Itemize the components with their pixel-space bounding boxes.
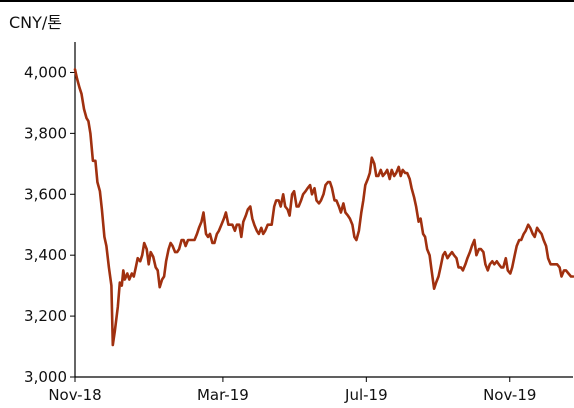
y-tick-label: 4,000 — [24, 63, 67, 81]
y-axis-ticks: 3,000 3,200 3,400 3,600 3,800 4,000 — [24, 63, 75, 386]
y-axis-unit-label: CNY/톤 — [9, 13, 63, 32]
x-tick-label: Nov-19 — [483, 386, 536, 404]
y-tick-label: 3,800 — [24, 124, 67, 142]
y-tick-label: 3,200 — [24, 307, 67, 325]
x-tick-label: Nov-18 — [48, 386, 101, 404]
y-tick-label: 3,400 — [24, 246, 67, 264]
price-series-line — [73, 68, 574, 347]
y-tick-label: 3,000 — [24, 368, 67, 386]
x-tick-label: Mar-19 — [197, 386, 249, 404]
x-axis-ticks: Nov-18 Mar-19 Jul-19 Nov-19 — [48, 377, 536, 404]
y-tick-label: 3,600 — [24, 185, 67, 203]
top-border-rule — [0, 0, 574, 2]
x-tick-label: Jul-19 — [344, 386, 388, 404]
